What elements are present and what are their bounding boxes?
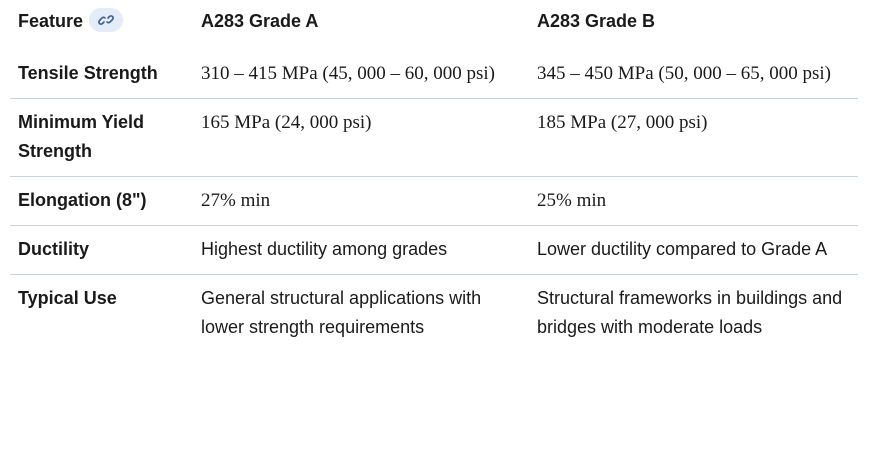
- table-cell: 185 MPa (27, 000 psi): [537, 112, 708, 133]
- header-cell: A283 Grade B: [529, 0, 858, 50]
- table-row: Elongation (8") 27% min 25% min: [10, 177, 858, 226]
- table-body: Tensile Strength 310 – 415 MPa (45, 000 –…: [10, 50, 858, 352]
- table-cell: Typical Use: [18, 288, 117, 308]
- header-text: A283 Grade A: [201, 11, 319, 31]
- table-row: Minimum Yield Strength 165 MPa (24, 000 p…: [10, 99, 858, 177]
- table-cell: 345 – 450 MPa (50, 000 – 65, 000 psi): [537, 63, 831, 84]
- header-cell: A283 Grade A: [193, 0, 529, 50]
- table-cell: Minimum Yield Strength: [18, 112, 145, 161]
- table-cell: Tensile Strength: [18, 63, 158, 83]
- table-cell: Elongation (8"): [18, 190, 147, 210]
- table-cell: 25% min: [537, 190, 607, 211]
- table: Feature A283 Grade A A283 Grade B Tensile …: [10, 0, 858, 352]
- table-cell: 310 – 415 MPa (45, 000 – 60, 000 psi): [201, 63, 495, 84]
- table-cell: Structural frameworks in buildings and b…: [537, 288, 843, 337]
- table-row: Ductility Highest ductility among grades L…: [10, 226, 858, 275]
- table-row: Tensile Strength 310 – 415 MPa (45, 000 –…: [10, 50, 858, 99]
- table-cell: Ductility: [18, 239, 90, 259]
- header-row: Feature A283 Grade A A283 Grade B: [10, 0, 858, 50]
- table-cell: 165 MPa (24, 000 psi): [201, 112, 372, 133]
- table-cell: Highest ductility among grades: [201, 239, 448, 259]
- table-cell: General structural applications with low…: [201, 288, 482, 337]
- table-cell: 27% min: [201, 190, 271, 211]
- link-button[interactable]: [89, 8, 124, 33]
- link-icon: [98, 15, 114, 26]
- header-cell: Feature: [10, 0, 193, 50]
- header-text: Feature: [18, 11, 84, 31]
- table-row: Typical Use General structural applicatio…: [10, 275, 858, 353]
- table-cell: Lower ductility compared to Grade A: [537, 239, 828, 259]
- header-text: A283 Grade B: [537, 11, 656, 31]
